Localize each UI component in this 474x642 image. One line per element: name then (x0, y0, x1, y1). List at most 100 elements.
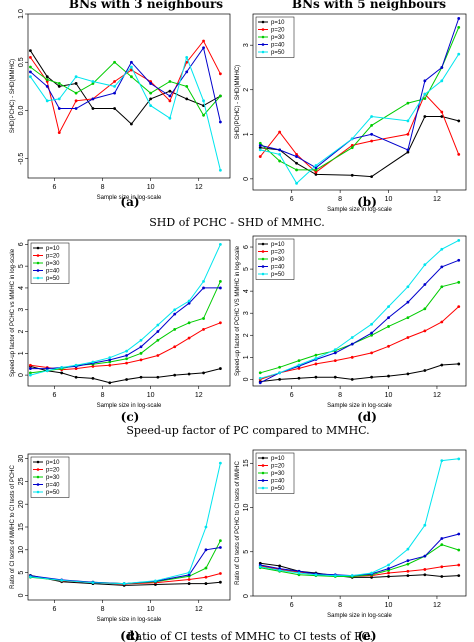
legend-marker (36, 490, 40, 494)
data-point-p=40 (406, 300, 410, 304)
legend-label: p=50 (46, 490, 60, 496)
data-point-p=30 (457, 25, 461, 29)
data-point-p=10 (258, 146, 262, 150)
data-point-p=50 (333, 348, 337, 352)
data-point-p=50 (350, 574, 354, 578)
data-point-p=50 (45, 369, 49, 373)
data-point-p=10 (185, 97, 189, 101)
data-point-p=50 (74, 363, 78, 367)
x-tick-label: 6 (290, 602, 294, 609)
data-point-p=20 (29, 363, 32, 367)
data-point-p=40 (457, 532, 461, 536)
data-point-p=50 (278, 152, 282, 156)
data-point-p=50 (218, 242, 222, 246)
y-tick-label: 25 (18, 477, 25, 485)
series-line-p=30 (260, 544, 459, 577)
x-tick-label: 12 (433, 392, 441, 399)
legend-label: p=40 (46, 269, 60, 275)
series-line-p=10 (260, 116, 459, 178)
data-point-p=40 (423, 554, 427, 558)
legend-label: p=20 (46, 468, 60, 474)
series-line-p=40 (260, 259, 459, 384)
data-point-p=10 (29, 49, 32, 53)
data-point-p=50 (74, 75, 78, 79)
data-point-p=50 (185, 56, 189, 59)
data-point-p=50 (218, 461, 222, 465)
data-point-p=20 (423, 329, 427, 333)
legend-label: p=10 (271, 242, 285, 248)
data-point-p=40 (406, 559, 410, 563)
series-line-p=50 (30, 462, 221, 585)
y-axis-label: Speed-up factor of PCHC vs MMHC in log-s… (10, 248, 16, 377)
legend-marker (261, 464, 265, 467)
legend-label: p=10 (271, 20, 285, 26)
x-tick-label: 8 (338, 602, 342, 609)
data-point-p=50 (457, 457, 461, 461)
y-tick-label: 1.0 (18, 9, 25, 19)
y-tick-label: 0.0 (18, 105, 25, 115)
x-tick-label: 12 (195, 184, 203, 191)
y-tick-label: 30 (18, 455, 25, 463)
data-point-p=20 (297, 366, 301, 370)
data-point-p=20 (74, 99, 78, 103)
data-point-p=40 (173, 312, 177, 316)
data-point-p=10 (370, 175, 374, 179)
data-point-p=10 (156, 375, 160, 379)
series-line-p=40 (260, 18, 460, 169)
data-point-p=20 (187, 336, 191, 340)
data-point-p=50 (406, 285, 410, 289)
data-point-p=20 (406, 132, 410, 136)
data-point-p=50 (204, 525, 208, 529)
data-point-p=20 (440, 320, 444, 324)
data-point-p=40 (218, 546, 222, 549)
data-point-p=20 (440, 565, 444, 569)
data-point-p=30 (57, 82, 61, 85)
data-point-p=20 (187, 578, 191, 581)
data-point-p=20 (314, 170, 318, 174)
data-point-p=20 (314, 362, 318, 366)
data-point-p=30 (370, 123, 374, 127)
y-tick-label: 4 (18, 286, 25, 290)
legend-label: p=10 (46, 460, 60, 466)
data-point-p=30 (218, 280, 222, 283)
legend-marker (36, 276, 40, 280)
y-tick-label: 0 (243, 377, 250, 381)
data-point-p=30 (406, 316, 410, 320)
series-line-p=20 (29, 40, 221, 135)
legend-label: p=40 (271, 265, 285, 271)
data-point-p=50 (60, 366, 64, 369)
panel-letter-d: (d) (357, 410, 377, 424)
legend-marker (261, 486, 265, 490)
x-tick-label: 12 (195, 392, 203, 399)
data-point-p=20 (333, 359, 337, 363)
data-point-p=10 (333, 375, 337, 379)
data-point-p=50 (113, 84, 116, 88)
data-point-p=20 (278, 130, 282, 134)
data-point-p=10 (218, 580, 222, 584)
y-axis-label: SHD(PCHC) - SHD(MMHC) (10, 59, 16, 133)
y-tick-label: 10 (243, 504, 250, 512)
y-tick-label: 5 (243, 267, 250, 271)
plot-frame-c (27, 239, 231, 387)
data-point-p=50 (130, 65, 133, 69)
data-point-p=10 (168, 89, 172, 93)
data-point-p=10 (314, 173, 318, 176)
legend-marker (261, 272, 265, 276)
data-point-p=40 (185, 70, 189, 74)
data-point-p=40 (218, 286, 222, 290)
data-point-p=20 (457, 563, 461, 567)
x-axis-label: Sample size in log-scale (97, 403, 162, 409)
data-point-p=10 (406, 372, 410, 376)
data-point-p=40 (57, 107, 61, 110)
y-tick-label: 1 (18, 351, 25, 355)
data-point-p=30 (202, 113, 205, 117)
data-point-p=50 (314, 357, 318, 360)
legend-label: p=30 (271, 35, 285, 41)
data-point-p=30 (406, 101, 410, 105)
data-point-p=40 (149, 82, 153, 85)
legend-marker (36, 460, 40, 464)
data-point-p=30 (457, 280, 461, 284)
data-point-p=50 (60, 578, 64, 582)
